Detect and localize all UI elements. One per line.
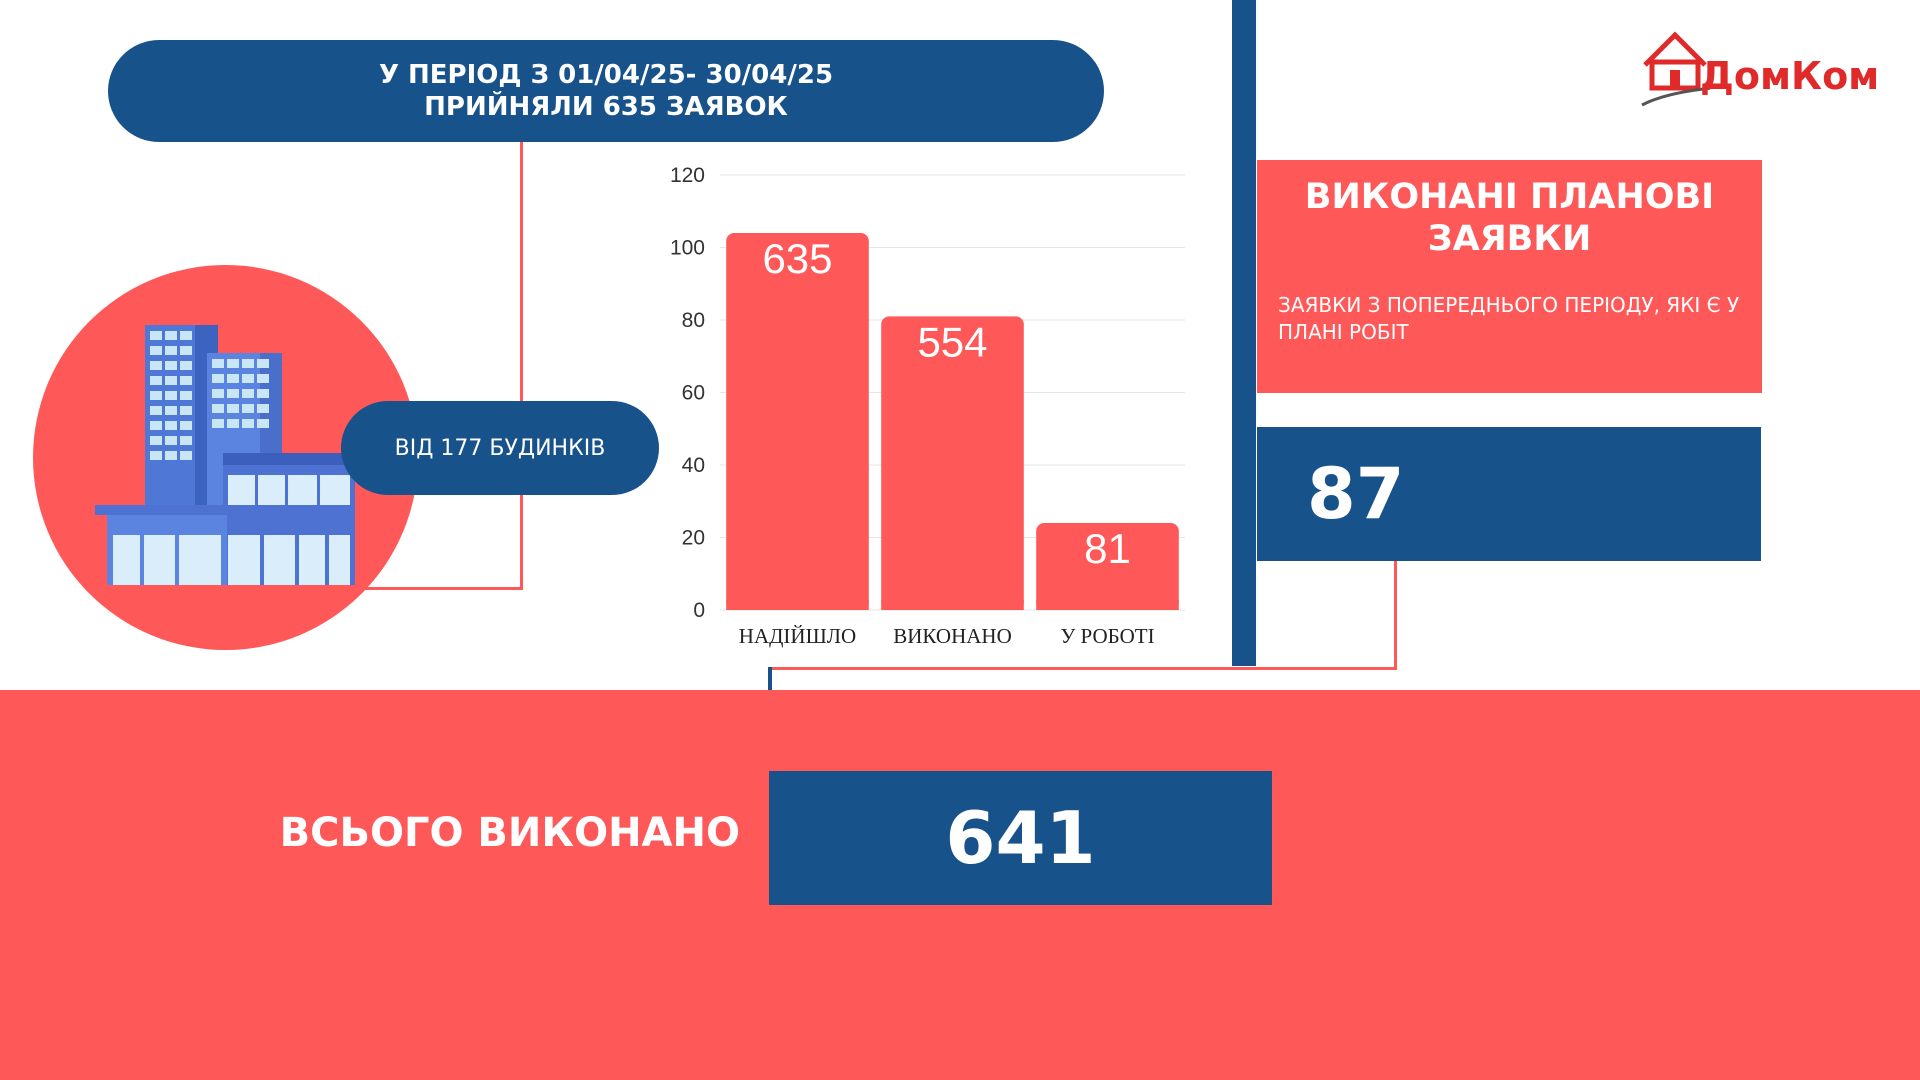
planned-requests-value: 87 — [1307, 453, 1405, 535]
planned-requests-subtitle: ЗАЯВКИ З ПОПЕРЕДНЬОГО ПЕРІОДУ, ЯКІ Є У П… — [1278, 293, 1740, 344]
y-tick-label: 0 — [693, 599, 705, 622]
requests-bar-chart: 0 20 40 60 80 100 120 635 НАДІЙШЛО 554 ВИКОНАНО 81 У… — [670, 164, 1185, 648]
logo-text: ДомКом — [1700, 54, 1880, 98]
planned-requests-title: ВИКОНАНІ ПЛАНОВІ ЗАЯВКИ — [1304, 177, 1715, 259]
bar-data-label: 554 — [917, 318, 987, 365]
total-completed-label: ВСЬОГО ВИКОНАНО — [279, 810, 740, 856]
bar — [1036, 523, 1179, 610]
y-tick-label: 20 — [682, 527, 705, 550]
connector-line — [520, 140, 523, 590]
connector-line — [1394, 560, 1397, 670]
house-icon — [1641, 31, 1710, 107]
total-completed-value: 641 — [945, 796, 1096, 880]
y-tick-label: 120 — [670, 164, 705, 187]
connector-line — [768, 667, 1397, 670]
planned-requests-value-box: 87 — [1257, 427, 1761, 561]
y-tick-label: 100 — [670, 237, 705, 260]
bar-base — [726, 600, 869, 610]
bar-base — [881, 600, 1024, 610]
bar — [881, 316, 1024, 610]
total-completed-box: 641 — [769, 771, 1272, 905]
category-label: НАДІЙШЛО — [739, 624, 856, 648]
houses-count-badge: ВІД 177 БУДИНКІВ — [341, 401, 659, 495]
bar-data-label: 81 — [1084, 525, 1131, 572]
planned-requests-card: ВИКОНАНІ ПЛАНОВІ ЗАЯВКИ ЗАЯВКИ З ПОПЕРЕД… — [1257, 160, 1762, 393]
y-tick-label: 60 — [682, 382, 705, 405]
vertical-divider — [1232, 0, 1256, 666]
connector-line — [360, 587, 523, 590]
accepted-line: ПРИЙНЯЛИ 635 ЗАЯВОК — [424, 92, 788, 122]
y-tick-label: 40 — [682, 454, 705, 477]
bar — [726, 233, 869, 610]
bar-base — [1036, 600, 1179, 610]
y-tick-label: 80 — [682, 309, 705, 332]
period-line: У ПЕРІОД З 01/04/25- 30/04/25 — [378, 60, 834, 90]
period-summary-banner: У ПЕРІОД З 01/04/25- 30/04/25 ПРИЙНЯЛИ 6… — [108, 40, 1104, 142]
buildings-icon — [95, 325, 355, 585]
category-label: У РОБОТІ — [1060, 624, 1154, 648]
domkom-logo: ДомКом — [1640, 30, 1890, 110]
category-label: ВИКОНАНО — [893, 624, 1011, 648]
bar-data-label: 635 — [762, 235, 832, 282]
houses-count-label: ВІД 177 БУДИНКІВ — [394, 435, 606, 461]
